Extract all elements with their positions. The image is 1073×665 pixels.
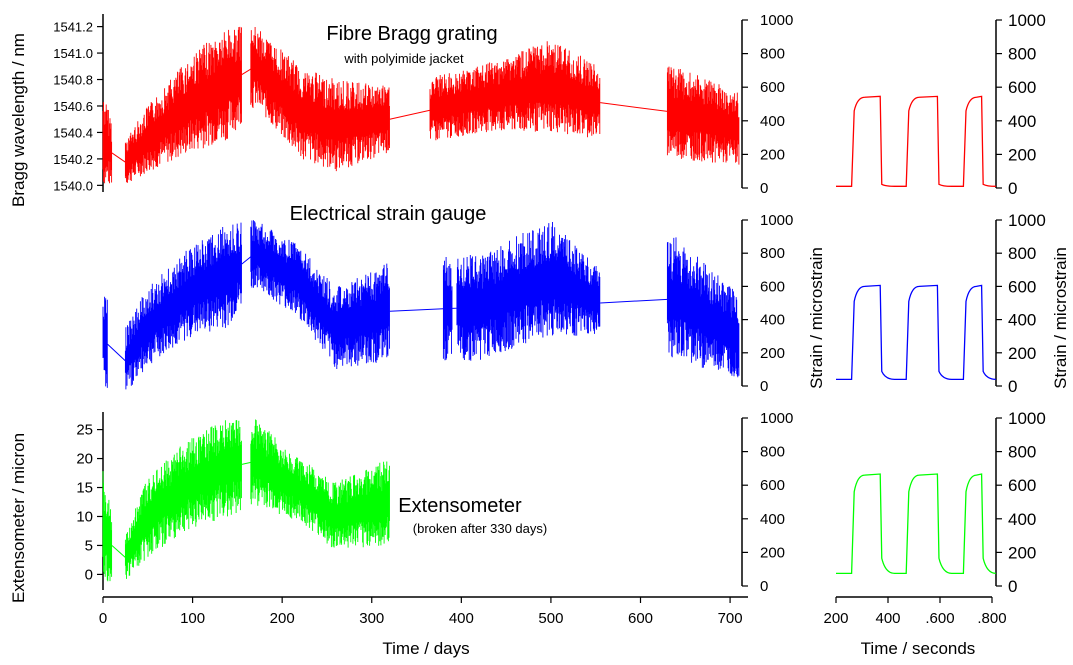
days-tick-label-5: 500 [538,610,563,627]
left-tick-label-0-6: 1541.2 [53,20,93,35]
right-tick-label-0-5: 1000 [760,12,793,29]
days-tick-label-7: 700 [718,610,743,627]
right-tick-label-0-2: 400 [760,113,785,130]
short-tick-label-1-4: 800 [1008,244,1036,263]
right-tick-label-0-4: 800 [760,46,785,63]
short-tick-label-2-3: 600 [1008,476,1036,495]
short-tick-label-2-5: 1000 [1008,409,1046,428]
right-tick-label-1-4: 800 [760,245,785,262]
right-tick-label-2-5: 1000 [760,410,793,427]
right-tick-label-0-3: 600 [760,79,785,96]
series-0-gap-5 [600,103,667,112]
seconds-tick-label-2: .600 [925,610,954,627]
short-tick-label-0-2: 400 [1008,112,1036,131]
left-tick-label-2-1: 5 [85,537,93,554]
series-0-gap-0 [112,153,125,162]
short-tick-label-0-5: 1000 [1008,11,1046,30]
short-tick-label-1-2: 400 [1008,311,1036,330]
series-1-gap-0 [107,344,125,361]
right-tick-label-1-1: 200 [760,345,785,362]
series-1-gap-1 [242,257,251,264]
short-tick-label-2-2: 400 [1008,510,1036,529]
short-series-1 [836,285,996,379]
series-1-trace [103,220,739,389]
short-tick-label-2-0: 0 [1008,577,1017,596]
days-tick-label-0: 0 [99,610,107,627]
seconds-tick-label-1: 400 [875,610,900,627]
right-tick-label-0-1: 200 [760,146,785,163]
short-tick-label-0-3: 600 [1008,78,1036,97]
days-tick-label-3: 300 [359,610,384,627]
right-tick-label-2-4: 800 [760,444,785,461]
left-tick-label-0-4: 1540.8 [53,73,93,88]
short-series-0 [836,96,996,186]
series-1-gap-4 [600,299,667,303]
series-2-gap-1 [242,462,251,464]
right-tick-label-0-0: 0 [760,180,768,197]
short-tick-label-0-0: 0 [1008,179,1017,198]
left-tick-label-0-3: 1540.6 [53,99,93,114]
right-tick-label-1-0: 0 [760,378,768,395]
days-tick-label-1: 100 [180,610,205,627]
days-tick-label-2: 200 [270,610,295,627]
far-right-axis-label: Strain / microstrain [1051,247,1070,389]
series-0-gap-1 [242,69,251,75]
short-tick-label-0-4: 800 [1008,45,1036,64]
short-tick-label-1-5: 1000 [1008,211,1046,230]
right-tick-label-1-5: 1000 [760,212,793,229]
seconds-axis-label: Time / seconds [861,639,976,658]
left-tick-label-0-1: 1540.2 [53,152,93,167]
short-tick-label-2-1: 200 [1008,543,1036,562]
left-tick-label-2-5: 25 [76,422,93,439]
left-tick-label-0-2: 1540.4 [53,125,93,140]
right-tick-label-2-2: 400 [760,511,785,528]
right-tick-label-2-0: 0 [760,578,768,595]
left-tick-label-2-4: 20 [76,451,93,468]
fbg-title: Fibre Bragg grating [326,23,497,45]
series-1-gap-2 [390,309,444,311]
right-tick-label-2-1: 200 [760,544,785,561]
ext-subtitle: (broken after 330 days) [413,521,547,536]
short-tick-label-0-1: 200 [1008,145,1036,164]
short-series-2 [836,474,996,573]
ext-left-axis-label: Extensometer / micron [9,433,28,603]
right-tick-label-1-3: 600 [760,278,785,295]
left-tick-label-2-0: 0 [85,566,93,583]
ext-title: Extensometer [398,495,522,517]
days-tick-label-6: 600 [628,610,653,627]
days-tick-label-4: 400 [449,610,474,627]
short-tick-label-1-0: 0 [1008,377,1017,396]
series-0-gap-2 [390,110,430,119]
seconds-tick-label-3: .800 [977,610,1006,627]
series-2-trace [103,420,390,582]
short-tick-label-2-4: 800 [1008,443,1036,462]
series-2-gap-0 [112,545,125,557]
left-tick-label-2-3: 15 [76,480,93,497]
esg-title: Electrical strain gauge [290,203,487,225]
fbg-subtitle: with polyimide jacket [343,51,464,66]
fbg-left-axis-label: Bragg wavelength / nm [9,33,28,207]
right-tick-label-1-2: 400 [760,312,785,329]
left-tick-label-0-0: 1540.0 [53,178,93,193]
short-tick-label-1-3: 600 [1008,277,1036,296]
short-tick-label-1-1: 200 [1008,344,1036,363]
left-tick-label-2-2: 10 [76,508,93,525]
middle-right-axis-label: Strain / microstrain [807,247,826,389]
seconds-tick-label-0: 200 [823,610,848,627]
left-tick-label-0-5: 1541.0 [53,46,93,61]
days-axis-label: Time / days [382,639,469,658]
right-tick-label-2-3: 600 [760,477,785,494]
